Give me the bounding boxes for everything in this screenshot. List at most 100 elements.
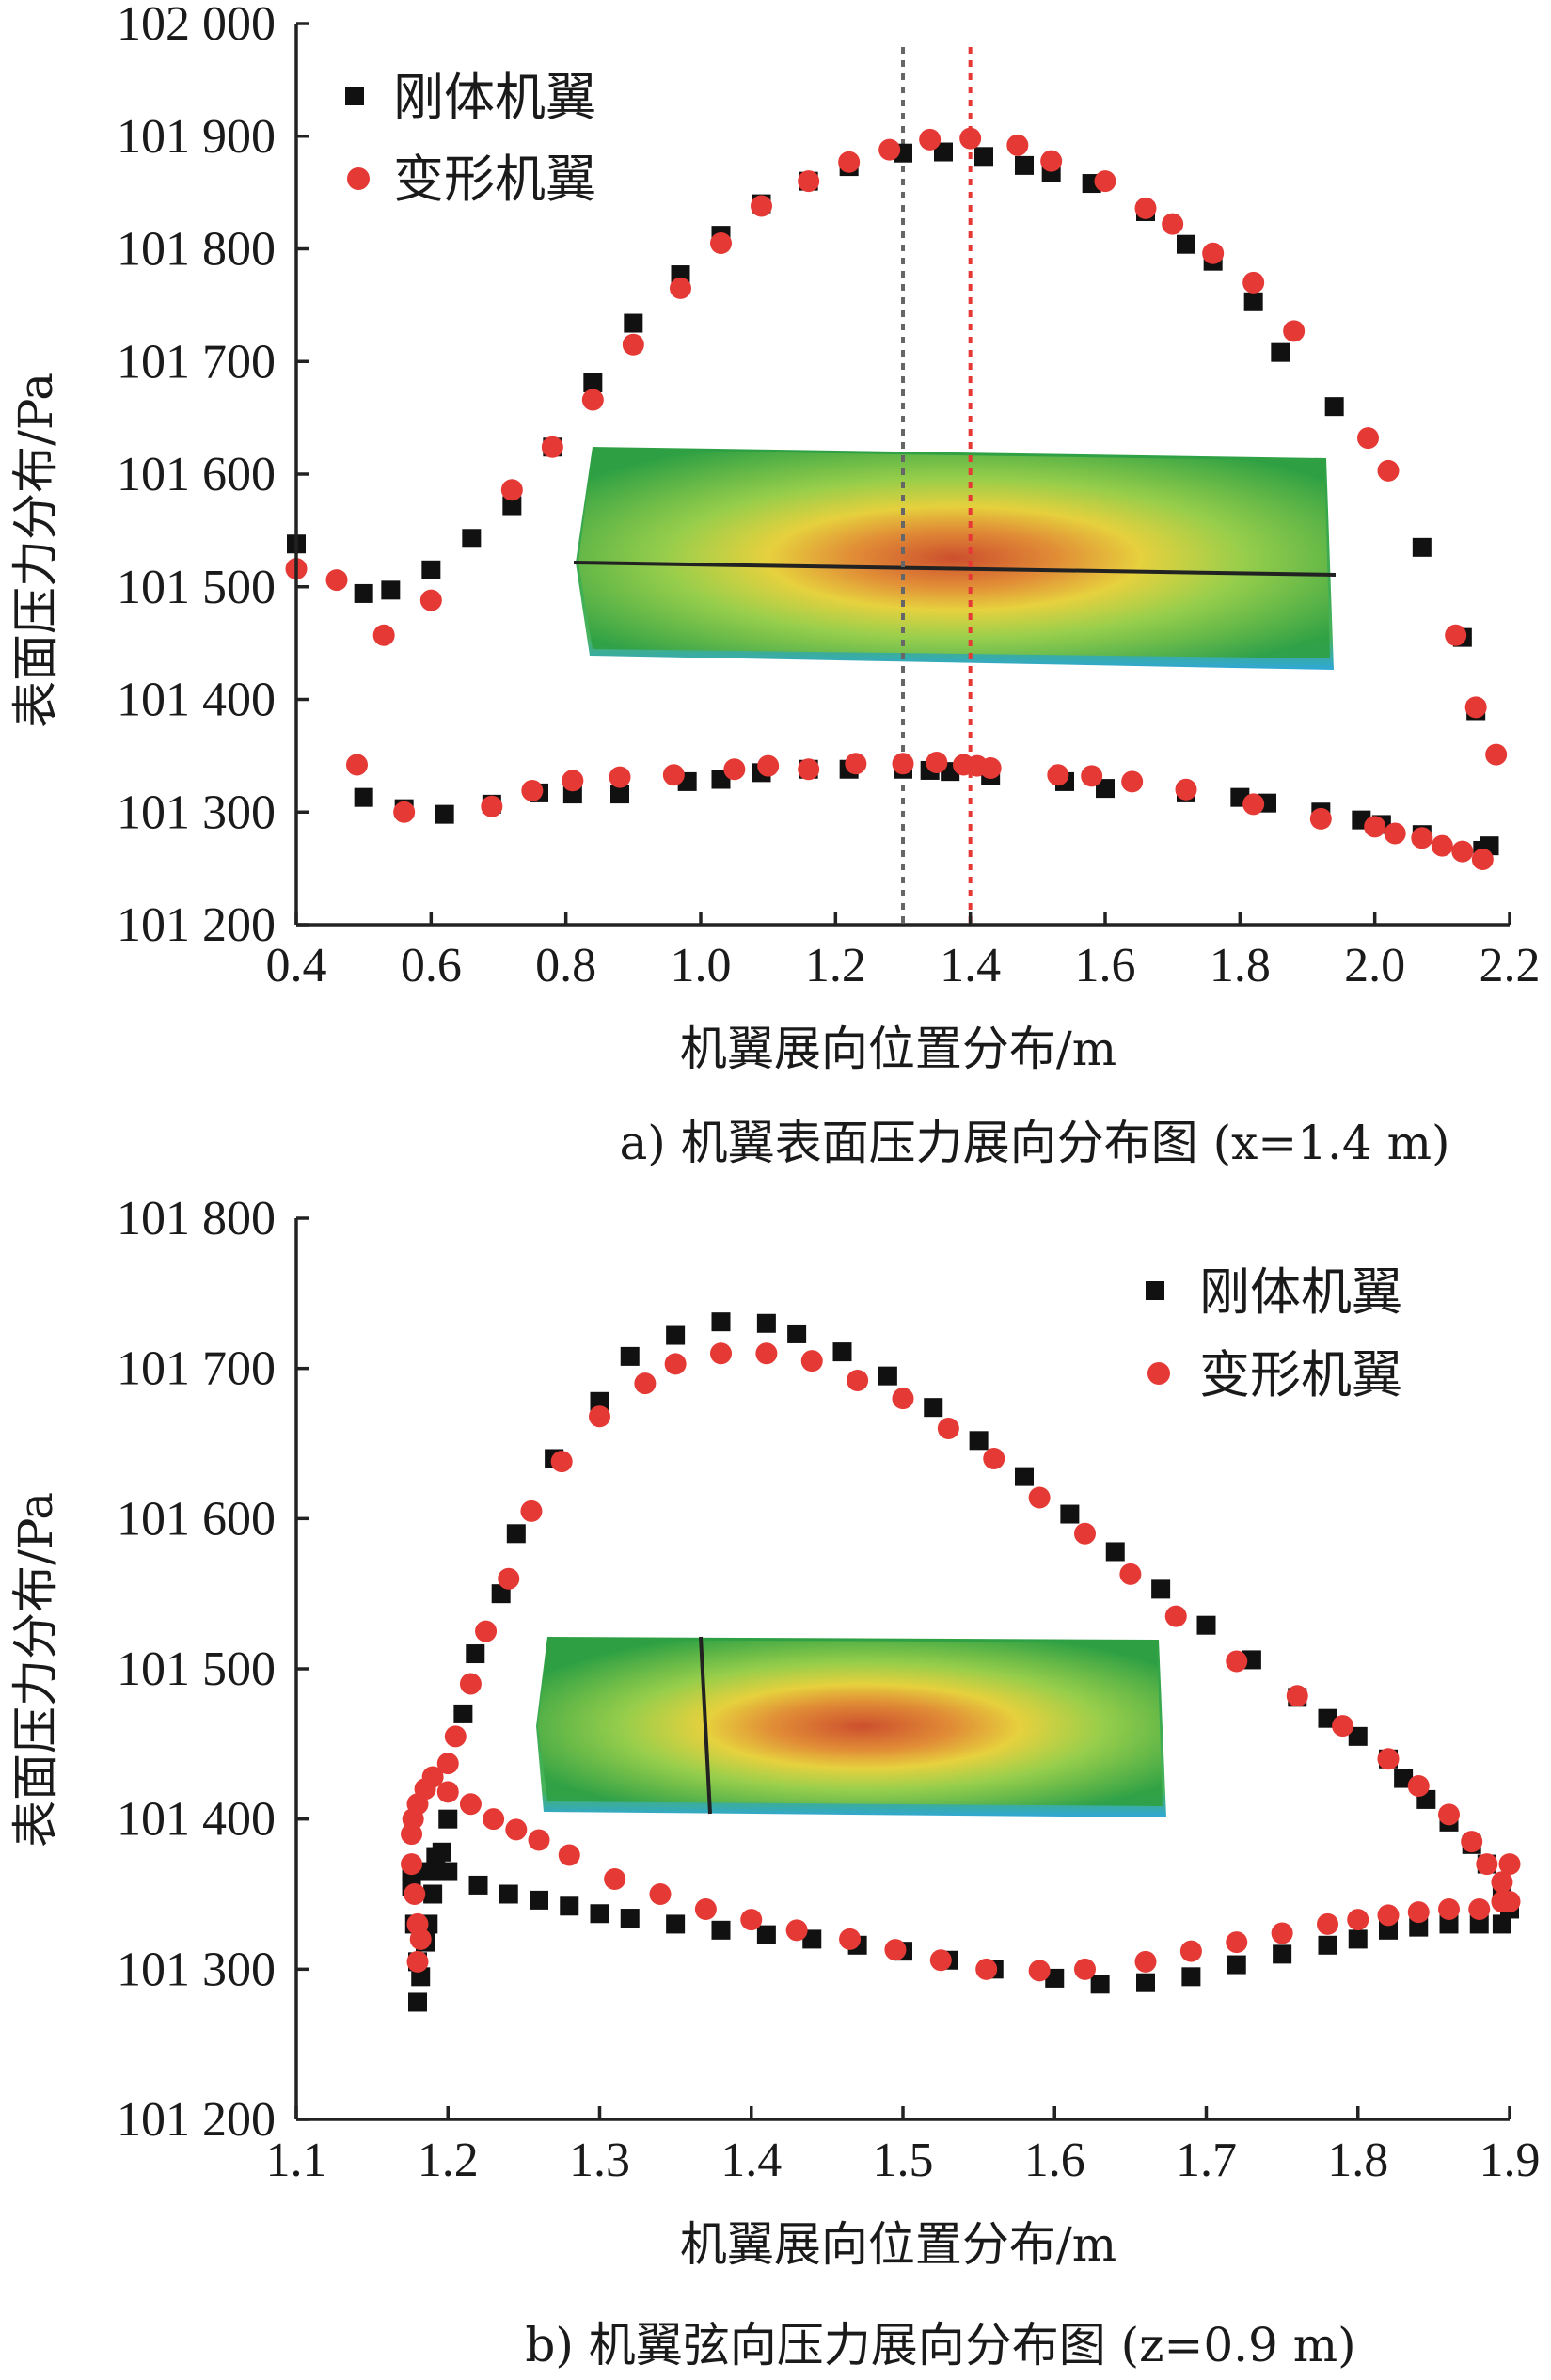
- deformed-wing-point: [1471, 849, 1494, 871]
- deformed-wing-point: [1094, 170, 1116, 193]
- wing-contour-image-b: [536, 1636, 1166, 1817]
- rigid-wing-point: [787, 1324, 807, 1343]
- y-tick-label: 101 700: [117, 1342, 276, 1396]
- rigid-wing-point: [419, 1862, 439, 1881]
- deformed-wing-point: [1006, 134, 1029, 156]
- rigid-wing-point: [462, 529, 482, 548]
- deformed-wing-point: [1226, 1931, 1248, 1954]
- deformed-wing-point: [723, 758, 746, 781]
- legend-b-deformed-label: 变形机翼: [1199, 1345, 1402, 1404]
- wing-section-line-b: [699, 1636, 712, 1815]
- y-tick-label: 101 400: [117, 1793, 276, 1847]
- deformed-wing-point: [1445, 624, 1467, 646]
- x-tick-label: 1.7: [1176, 2134, 1237, 2187]
- rigid-wing-point: [1379, 1920, 1398, 1940]
- deformed-wing-point: [505, 1818, 528, 1841]
- deformed-wing-point: [401, 1853, 423, 1876]
- deformed-wing-point: [757, 754, 780, 777]
- legend-a: 刚体机翼 变形机翼: [345, 68, 596, 209]
- deformed-wing-point: [604, 1868, 626, 1891]
- deformed-wing-point: [1332, 1715, 1354, 1737]
- deformed-wing-point: [481, 795, 503, 817]
- y-tick-label: 101 700: [117, 335, 276, 389]
- y-tick-label: 101 600: [117, 448, 276, 501]
- deformed-wing-point: [755, 1342, 778, 1365]
- rigid-wing-point: [1105, 1542, 1125, 1562]
- deformed-wing-point: [884, 1939, 907, 1961]
- deformed-wing-point: [1134, 1950, 1157, 1973]
- deformed-wing-point: [1411, 827, 1433, 849]
- deformed-wing-point: [1121, 770, 1144, 793]
- legend-a-rigid-marker: [345, 87, 364, 105]
- deformed-wing-point: [979, 757, 1002, 780]
- legend-a-rigid-label: 刚体机翼: [393, 68, 596, 127]
- deformed-wing-point: [710, 232, 732, 255]
- rigid-wing-point: [934, 142, 953, 162]
- deformed-wing-point: [1464, 696, 1487, 719]
- caption-a: a) 机翼表面压力展向分布图 (x=1.4 m): [619, 1116, 1449, 1170]
- deformed-wing-point: [1377, 1748, 1400, 1770]
- deformed-wing-point: [892, 1388, 914, 1410]
- deformed-wing-point: [419, 589, 442, 611]
- rigid-wing-point: [502, 496, 522, 516]
- deformed-wing-point: [406, 1950, 429, 1973]
- rigid-wing-point: [421, 560, 441, 579]
- deformed-wing-point: [1451, 840, 1474, 863]
- x-tick-label: 0.8: [535, 939, 596, 992]
- rigid-wing-point: [438, 1862, 458, 1881]
- deformed-wing-point: [1040, 150, 1063, 172]
- deformed-wing-point: [670, 277, 691, 299]
- deformed-wing-point: [1242, 271, 1265, 294]
- rigid-wing-point: [1324, 397, 1344, 417]
- rigid-wing-point: [1151, 1579, 1171, 1599]
- rigid-wing-point: [1412, 537, 1432, 557]
- x-tick-label: 1.4: [940, 939, 1001, 992]
- deformed-wing-point: [550, 1451, 573, 1473]
- deformed-wing-point: [581, 389, 604, 411]
- deformed-wing-point: [959, 127, 982, 150]
- deformed-wing-point: [1407, 1901, 1430, 1924]
- deformed-wing-point: [1283, 320, 1306, 342]
- rigid-wing-point: [432, 1842, 451, 1862]
- deformed-wing-point: [404, 1883, 426, 1905]
- deformed-wing-point: [558, 1844, 580, 1866]
- rigid-wing-point: [610, 785, 629, 804]
- rigid-wing-point: [1273, 1944, 1292, 1964]
- deformed-wing-point: [710, 1342, 732, 1365]
- rigid-wing-point: [1439, 1914, 1459, 1934]
- x-tick-label: 1.8: [1327, 2134, 1388, 2187]
- legend-b-deformed-marker: [1147, 1362, 1170, 1385]
- wing-section-line-a: [573, 561, 1337, 577]
- y-tick-label: 101 600: [117, 1492, 276, 1546]
- deformed-wing-point: [1028, 1960, 1051, 1982]
- deformed-wing-point: [1357, 427, 1379, 450]
- x-tick-label: 0.6: [401, 939, 462, 992]
- x-tick-label: 1.4: [720, 2134, 782, 2187]
- rigid-wing-point: [1136, 1973, 1155, 1992]
- y-tick-label: 101 200: [117, 898, 276, 952]
- rigid-wing-point: [620, 1346, 640, 1366]
- rigid-wing-point: [1090, 1975, 1110, 1994]
- rigid-wing-point: [1060, 1504, 1080, 1524]
- rigid-wing-point: [666, 1325, 686, 1345]
- deformed-wing-point: [459, 1793, 482, 1816]
- x-tick-label: 1.6: [1075, 939, 1136, 992]
- rigid-wing-point: [1492, 1914, 1511, 1934]
- y-tick-label: 101 400: [117, 674, 276, 727]
- deformed-wing-point: [1485, 743, 1508, 766]
- deformed-wing-point: [459, 1673, 482, 1695]
- deformed-wing-point: [937, 1418, 959, 1440]
- deformed-wing-point: [436, 1781, 459, 1803]
- deformed-wing-point: [800, 1350, 823, 1372]
- panel-a-chart: 0.4 0.6 0.8 1.0 1.2 1.4 1.6 1.8 2.0 2.2 101 200 10…: [8, 0, 1541, 1170]
- rigid-wing-point: [1394, 1769, 1414, 1788]
- legend-a-deformed-label: 变形机翼: [393, 150, 596, 209]
- rigid-wing-point: [1469, 1914, 1489, 1934]
- deformed-wing-point: [919, 128, 942, 151]
- y-tick-label: 101 500: [117, 561, 276, 614]
- rigid-wing-point: [435, 804, 454, 824]
- rigid-wing-point: [756, 1925, 776, 1944]
- deformed-wing-point: [1309, 807, 1332, 830]
- y-tick-label: 101 800: [117, 1192, 276, 1246]
- rigid-wing-point: [590, 1904, 609, 1924]
